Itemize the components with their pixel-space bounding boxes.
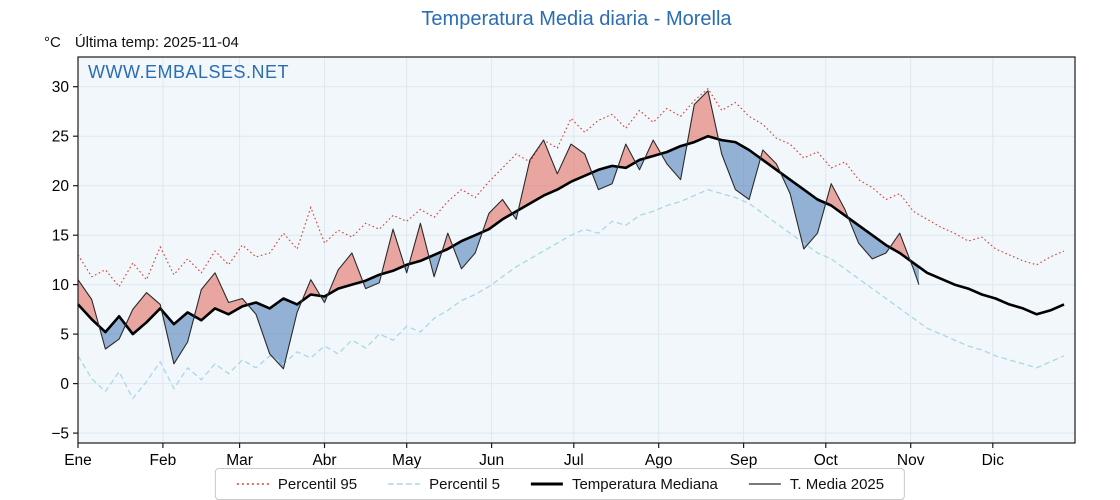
svg-text:Oct: Oct bbox=[814, 452, 839, 469]
svg-text:25: 25 bbox=[52, 129, 69, 146]
legend-item-temperatura-mediana: Temperatura Mediana bbox=[530, 476, 718, 493]
svg-text:Dic: Dic bbox=[982, 452, 1005, 469]
svg-text:Jul: Jul bbox=[564, 452, 584, 469]
t-media-2025-line-swatch bbox=[748, 478, 782, 490]
last-temp-label: Última temp: 2025-11-04 bbox=[74, 34, 239, 51]
svg-text:10: 10 bbox=[52, 277, 70, 294]
svg-text:15: 15 bbox=[52, 228, 69, 245]
legend: Percentil 95 Percentil 5 Temperatura Med… bbox=[214, 468, 906, 500]
svg-text:Ago: Ago bbox=[645, 452, 673, 469]
legend-label: Temperatura Mediana bbox=[571, 475, 718, 493]
legend-label: Percentil 5 bbox=[429, 475, 500, 493]
svg-text:May: May bbox=[392, 452, 422, 469]
svg-text:Nov: Nov bbox=[897, 452, 925, 469]
svg-text:Sep: Sep bbox=[730, 452, 758, 469]
percentil-5-line-swatch bbox=[387, 478, 421, 490]
legend-item-percentil-95: Percentil 95 bbox=[236, 476, 357, 493]
svg-text:Mar: Mar bbox=[226, 452, 253, 469]
legend-label: Percentil 95 bbox=[277, 475, 358, 493]
svg-text:0: 0 bbox=[60, 376, 69, 393]
svg-text:−5: −5 bbox=[51, 426, 69, 443]
header-line: °C Última temp: 2025-11-04 bbox=[44, 34, 239, 51]
svg-text:Feb: Feb bbox=[150, 452, 177, 469]
chart-title: Temperatura Media diaria - Morella bbox=[421, 8, 732, 30]
percentil-95-line-swatch bbox=[236, 478, 270, 490]
svg-text:Abr: Abr bbox=[312, 452, 336, 469]
svg-text:30: 30 bbox=[52, 79, 70, 96]
legend-label: T. Media 2025 bbox=[789, 475, 885, 493]
svg-text:Jun: Jun bbox=[479, 452, 504, 469]
watermark: WWW.EMBALSES.NET bbox=[88, 62, 290, 82]
svg-text:20: 20 bbox=[52, 178, 70, 195]
svg-text:5: 5 bbox=[60, 327, 69, 344]
temperatura-mediana-line-swatch bbox=[530, 478, 564, 490]
svg-text:Ene: Ene bbox=[64, 452, 92, 469]
legend-item-percentil-5: Percentil 5 bbox=[387, 476, 500, 493]
legend-item-t-media-2025: T. Media 2025 bbox=[748, 476, 884, 493]
y-axis-unit-label: °C bbox=[44, 34, 61, 51]
